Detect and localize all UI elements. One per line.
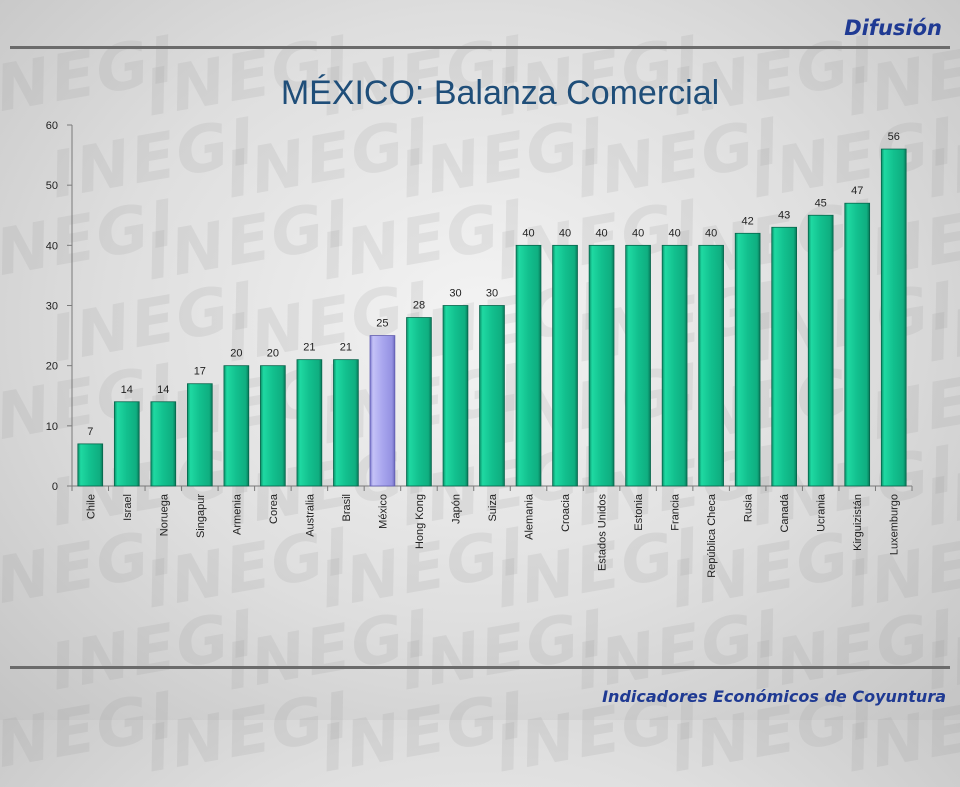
x-tick-label: Ucrania (816, 493, 828, 532)
y-tick-label: 30 (46, 301, 58, 313)
bar (515, 244, 542, 487)
x-tick-label: Corea (268, 493, 280, 524)
data-label: 40 (632, 227, 644, 239)
bar (625, 244, 651, 487)
bar (844, 202, 871, 487)
data-label: 40 (522, 227, 534, 239)
x-tick-label: México (377, 494, 389, 529)
bar (150, 401, 177, 487)
bar (734, 232, 761, 487)
data-label: 17 (194, 366, 206, 378)
bar (552, 244, 578, 487)
bar (406, 317, 432, 487)
bar (880, 148, 907, 487)
data-label: 21 (340, 342, 352, 354)
bar (113, 401, 140, 487)
data-label: 25 (376, 318, 388, 330)
data-label: 21 (303, 342, 315, 354)
y-tick-label: 60 (46, 120, 58, 132)
page-title: MÉXICO: Balanza Comercial (280, 74, 720, 112)
header-label: Difusión (844, 16, 942, 40)
x-tick-label: Armenia (231, 493, 243, 535)
data-label: 20 (267, 348, 279, 360)
bar-chart: 0 10 20 30 40 50 60 7 Chile 14 Israel 14 Noruega 17 Si… (46, 120, 913, 578)
bar (333, 359, 359, 487)
x-tick-label: República Checa (706, 493, 718, 578)
footer-label: Indicadores Económicos de Coyuntura (602, 687, 946, 706)
x-tick-label: Francia (670, 493, 682, 531)
x-tick-label: Estados Unidos (597, 494, 609, 572)
data-label: 47 (851, 185, 863, 197)
data-label: 40 (668, 227, 680, 239)
x-tick-label: Suiza (487, 493, 499, 521)
x-tick-label: Alemania (524, 493, 536, 540)
x-tick-label: Hong Kong (414, 494, 426, 549)
data-label: 40 (705, 227, 717, 239)
bar-highlight (369, 335, 396, 487)
bar (698, 244, 724, 487)
footer-divider (10, 666, 950, 669)
data-label: 20 (230, 348, 242, 360)
x-tick-label: Luxemburgo (889, 494, 901, 555)
bar (187, 383, 213, 487)
bar (442, 305, 469, 487)
y-tick-label: 40 (46, 240, 58, 252)
x-tick-label: Brasil (341, 494, 353, 522)
x-tick-label: Kirguizistán (852, 494, 864, 551)
x-tick-label: Singapur (195, 494, 207, 538)
bar (588, 244, 615, 487)
x-tick-label: Noruega (158, 493, 170, 536)
data-label: 7 (87, 426, 93, 438)
bar (807, 214, 834, 487)
bar (296, 359, 323, 487)
y-tick-label: 50 (46, 180, 58, 192)
x-tick-label: Israel (122, 494, 134, 521)
data-label: 28 (413, 300, 425, 312)
x-tick-label: Canadá (779, 493, 791, 532)
bar (771, 226, 797, 487)
data-label: 42 (742, 215, 754, 227)
x-tick-label: Croacia (560, 493, 572, 532)
bar (661, 244, 688, 487)
data-label: 40 (559, 227, 571, 239)
y-tick-label: 0 (52, 481, 58, 493)
bar (479, 305, 505, 487)
x-tick-label: Japón (450, 494, 462, 524)
x-tick-label: Chile (85, 494, 97, 519)
data-label: 43 (778, 209, 790, 221)
data-label: 56 (888, 131, 900, 143)
data-label: 40 (595, 227, 607, 239)
data-label: 45 (815, 197, 827, 209)
y-tick-label: 10 (46, 421, 58, 433)
data-label: 14 (157, 384, 169, 396)
y-tick-label: 20 (46, 361, 58, 373)
data-label: 14 (121, 384, 133, 396)
x-tick-label: Estonia (633, 493, 645, 531)
header-divider (10, 46, 950, 49)
x-tick-label: Australia (304, 493, 316, 537)
data-label: 30 (486, 288, 498, 300)
bar (77, 443, 104, 487)
bar (223, 365, 250, 487)
x-tick-label: Rusia (743, 493, 755, 522)
data-label: 30 (449, 288, 461, 300)
bar (260, 365, 286, 487)
